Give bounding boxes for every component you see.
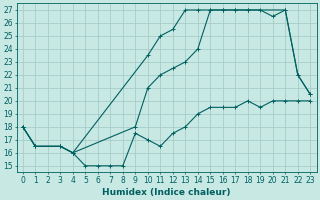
X-axis label: Humidex (Indice chaleur): Humidex (Indice chaleur): [102, 188, 231, 197]
